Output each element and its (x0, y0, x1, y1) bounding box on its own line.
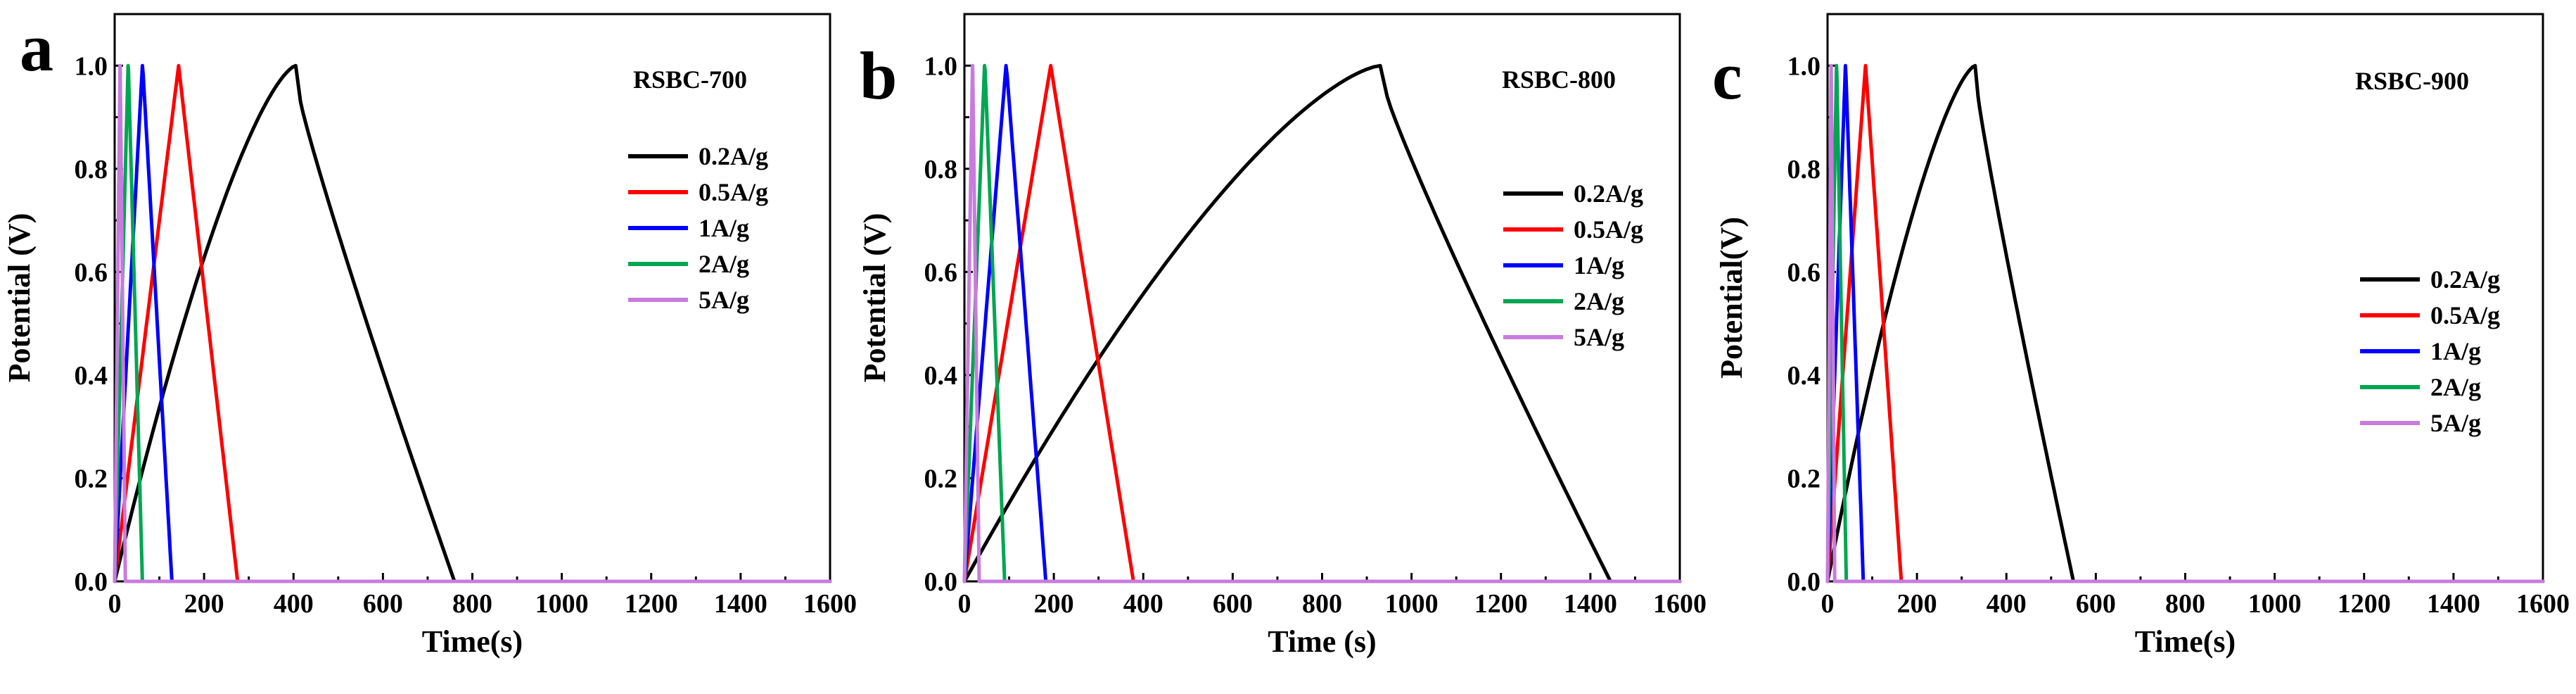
x-tick-label: 800 (2165, 589, 2205, 619)
legend-label: 0.5A/g (2430, 301, 2500, 329)
y-tick-label: 0.8 (75, 155, 108, 184)
x-tick-label: 1600 (1653, 589, 1707, 619)
x-tick-label: 200 (184, 589, 224, 619)
x-axis-title: Time (s) (1268, 624, 1376, 659)
chart-panel-a: 0 200 400 600 800 1000 1200 1400 1600 0.0 0.2 0.4 0.… (2, 10, 857, 659)
x-tick-label: 1000 (1385, 589, 1439, 619)
y-tick-label: 0.4 (1787, 361, 1821, 391)
y-tick-label: 0.2 (1787, 464, 1821, 493)
series-line-0-5a-g (962, 63, 1682, 583)
y-tick-label: 0.4 (75, 361, 108, 391)
x-tick-label: 1400 (1564, 589, 1617, 619)
x-tick-label: 0 (1821, 589, 1835, 619)
legend-label: 5A/g (699, 286, 749, 314)
y-axis-title: Potential(V) (1714, 217, 1749, 379)
series-line-0-2a-g (962, 63, 1682, 583)
y-tick-label: 0.0 (75, 567, 108, 597)
y-tick-label: 0.8 (1787, 155, 1821, 184)
x-tick-label: 1600 (2516, 589, 2570, 619)
legend-label: 5A/g (1574, 323, 1624, 351)
x-tick-label: 400 (274, 589, 314, 619)
y-tick-label: 0.6 (924, 258, 958, 287)
legend-label: 2A/g (2430, 373, 2481, 401)
x-tick-label: 1400 (714, 589, 767, 619)
series-line-2a-g (962, 63, 1682, 583)
y-axis-title: Potential (V) (857, 213, 892, 383)
legend-label: 0.2A/g (699, 142, 768, 170)
x-tick-label: 600 (1213, 589, 1253, 619)
chart-panel-c: 0 200 400 600 800 1000 1200 1400 1600 0.0 0.2 0.4 0.… (1712, 13, 2570, 659)
sample-label: RSBC-800 (1502, 65, 1616, 94)
legend-label: 1A/g (2430, 337, 2481, 365)
legend-label: 1A/g (1574, 251, 1624, 279)
x-tick-label: 1600 (803, 589, 857, 619)
x-tick-label: 1000 (2248, 589, 2302, 619)
legend-label: 0.2A/g (1574, 179, 1643, 208)
y-tick-label: 0.4 (924, 361, 958, 391)
series-line-0-2a-g (1825, 63, 2545, 583)
legend-label: 1A/g (699, 214, 749, 242)
panel-letter: b (860, 38, 897, 113)
x-tick-label: 1400 (2427, 589, 2480, 619)
x-tick-label: 1200 (2338, 589, 2391, 619)
legend-label: 0.5A/g (699, 178, 768, 206)
y-tick-label: 1.0 (75, 51, 108, 81)
legend-label: 2A/g (699, 250, 749, 278)
y-tick-label: 0.6 (1787, 258, 1821, 287)
series-line-0-5a-g (1825, 63, 2545, 583)
sample-label: RSBC-900 (2355, 67, 2469, 95)
sample-label: RSBC-700 (633, 65, 747, 94)
series-line-5a-g (1825, 63, 2545, 583)
x-tick-label: 400 (1987, 589, 2027, 619)
y-axis-title: Potential (V) (2, 213, 37, 383)
x-tick-label: 1000 (535, 589, 589, 619)
y-tick-label: 0.2 (924, 464, 958, 493)
series-line-2a-g (1825, 63, 2545, 583)
y-tick-label: 0.0 (1787, 567, 1821, 597)
x-tick-label: 0 (108, 589, 122, 619)
panel-letter: c (1712, 38, 1742, 113)
x-tick-label: 0 (958, 589, 971, 619)
series-line-5a-g (962, 63, 1682, 583)
x-tick-label: 1200 (625, 589, 678, 619)
legend-label: 0.2A/g (2430, 265, 2500, 294)
x-tick-label: 800 (1302, 589, 1342, 619)
series-line-2a-g (113, 63, 832, 583)
y-tick-label: 0.2 (75, 464, 108, 493)
x-tick-label: 600 (363, 589, 403, 619)
x-axis-title: Time(s) (422, 624, 523, 659)
series-line-0-2a-g (113, 63, 832, 583)
x-tick-label: 200 (1897, 589, 1937, 619)
x-tick-label: 200 (1034, 589, 1074, 619)
legend-label: 5A/g (2430, 409, 2481, 437)
series-line-5a-g (113, 63, 832, 583)
y-tick-label: 0.8 (924, 155, 958, 184)
x-tick-label: 400 (1123, 589, 1163, 619)
x-tick-label: 1200 (1474, 589, 1528, 619)
x-tick-label: 800 (452, 589, 492, 619)
panel-letter: a (20, 10, 53, 85)
x-axis-title: Time(s) (2135, 624, 2236, 659)
x-tick-label: 600 (2076, 589, 2116, 619)
y-tick-label: 1.0 (924, 51, 958, 81)
chart-panel-b: 0 200 400 600 800 1000 1200 1400 1600 0.0 0.2 0.4 0.… (857, 13, 1707, 659)
legend-label: 0.5A/g (1574, 215, 1643, 244)
legend-label: 2A/g (1574, 287, 1624, 315)
y-tick-label: 1.0 (1787, 51, 1821, 81)
y-tick-label: 0.6 (75, 258, 108, 287)
y-tick-label: 0.0 (924, 567, 958, 597)
